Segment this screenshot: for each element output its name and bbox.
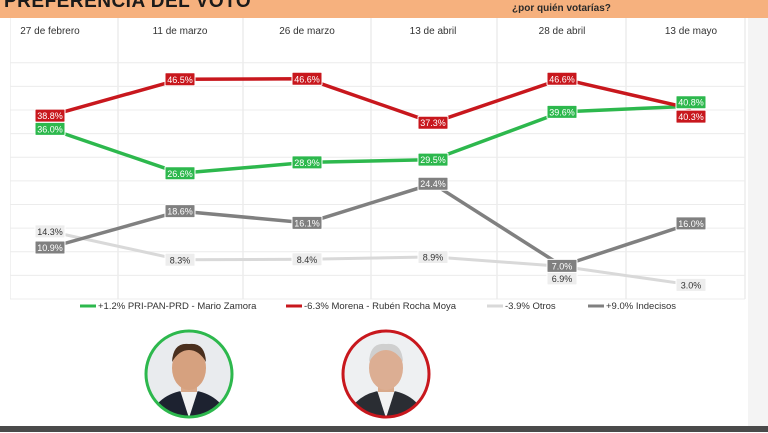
series-line <box>49 104 692 176</box>
avatar-ring <box>144 329 234 419</box>
grid <box>9 18 746 300</box>
category-label: 27 de febrero <box>20 26 80 37</box>
data-label-box <box>34 240 66 255</box>
data-label: 46.6% <box>294 74 320 84</box>
candidate-avatar <box>341 329 431 419</box>
legend-label: +1.2% PRI-PAN-PRD - Mario Zamora <box>98 301 257 312</box>
legend-label: -3.9% Otros <box>505 301 556 312</box>
category-labels: 27 de febrero 11 de marzo 26 de marzo 13 de… <box>20 26 717 37</box>
data-label-box <box>546 258 578 273</box>
data-label: 29.5% <box>420 155 446 165</box>
data-label-box <box>417 115 449 130</box>
legend-label: -6.3% Morena - Rubén Rocha Moya <box>304 301 457 312</box>
data-label-box <box>291 71 323 86</box>
category-label: 11 de marzo <box>153 26 208 37</box>
data-label: 16.0% <box>678 219 704 229</box>
chart-title: PREFERENCIA DEL VOTO <box>4 0 252 12</box>
data-label-box <box>164 72 196 87</box>
series-line <box>49 181 692 268</box>
bottom-bar <box>0 426 768 432</box>
category-label: 13 de abril <box>410 26 457 37</box>
data-labels: 38.8% 46.5% 46.6% 37.3% 46.6% 40.3% <box>34 71 707 130</box>
data-label-box <box>417 176 449 191</box>
data-label: 37.3% <box>420 118 446 128</box>
data-label: 18.6% <box>167 207 193 217</box>
data-label-box <box>164 204 196 219</box>
legend-label: +9.0% Indecisos <box>606 301 676 312</box>
data-labels: 36.0% 26.6% 28.9% 29.5% 39.6% 40.8% <box>34 95 707 181</box>
category-label: 26 de marzo <box>279 26 335 37</box>
series-line <box>49 77 692 125</box>
series-line <box>49 229 692 287</box>
data-label-box <box>291 215 323 230</box>
header-bar: PREFERENCIA DEL VOTO ¿por quién votarías… <box>0 0 768 18</box>
data-label: 40.3% <box>678 112 704 122</box>
data-label-box <box>675 95 707 110</box>
candidate-avatar <box>144 329 234 419</box>
data-label: 39.6% <box>549 107 575 117</box>
avatar-ring <box>341 329 431 419</box>
data-label-box <box>675 216 707 231</box>
data-label-box <box>546 71 578 86</box>
data-label: 6.9% <box>552 274 573 284</box>
data-label: 26.6% <box>167 169 193 179</box>
data-label: 14.3% <box>37 227 63 237</box>
data-label: 24.4% <box>420 179 446 189</box>
page-edge <box>748 18 768 432</box>
data-label: 36.0% <box>37 124 63 134</box>
data-label: 8.9% <box>423 252 444 262</box>
data-label-box <box>164 252 196 267</box>
data-label-box <box>417 152 449 167</box>
data-labels: 10.9% 18.6% 16.1% 24.4% 7.0% 16.0% <box>34 176 707 273</box>
data-label: 16.1% <box>294 218 320 228</box>
legend: +1.2% PRI-PAN-PRD - Mario Zamora -6.3% Mo… <box>80 301 676 312</box>
data-label-box <box>417 249 449 264</box>
data-label: 38.8% <box>37 111 63 121</box>
chart-panel: 27 de febrero 11 de marzo 26 de marzo 13 de… <box>9 18 747 428</box>
line-chart: 27 de febrero 11 de marzo 26 de marzo 13 de… <box>9 18 746 419</box>
data-label-box <box>675 277 707 292</box>
data-label-box <box>675 109 707 124</box>
data-label: 10.9% <box>37 243 63 253</box>
category-label: 28 de abril <box>539 26 586 37</box>
data-label: 46.5% <box>167 75 193 85</box>
data-label: 7.0% <box>552 261 573 271</box>
data-label-box <box>546 104 578 119</box>
data-label-box <box>291 252 323 267</box>
survey-question: ¿por quién votarías? <box>512 3 611 14</box>
data-label-box <box>291 155 323 170</box>
data-label-box <box>34 224 66 239</box>
data-label-box <box>34 108 66 123</box>
data-label: 8.3% <box>170 255 191 265</box>
data-label: 46.6% <box>549 74 575 84</box>
data-label: 8.4% <box>297 255 318 265</box>
data-label: 28.9% <box>294 158 320 168</box>
data-label-box <box>164 166 196 181</box>
data-label: 40.8% <box>678 98 704 108</box>
category-label: 13 de mayo <box>665 26 718 37</box>
data-label: 3.0% <box>681 280 702 290</box>
